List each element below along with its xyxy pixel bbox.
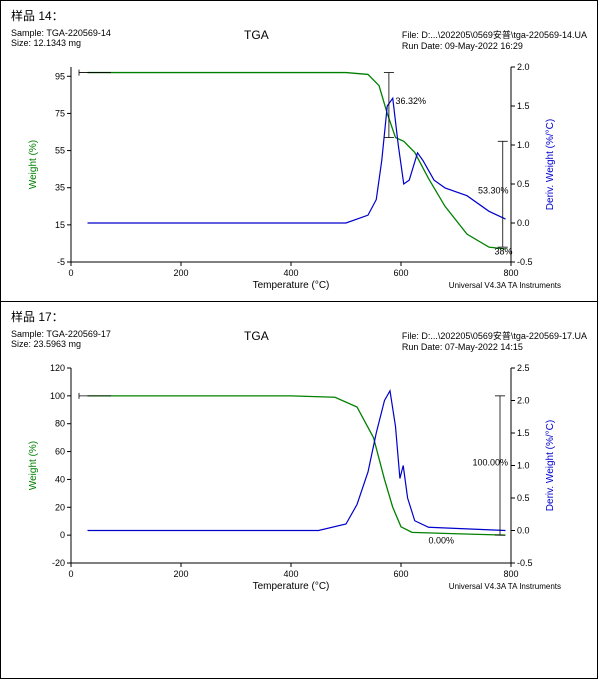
meta-left: Sample: TGA-220569-17Size: 23.5963 mg (11, 329, 111, 352)
y2-tick-label: 0.5 (517, 179, 530, 189)
meta-sample: Sample: TGA-220569-14 (11, 28, 111, 38)
meta-left: Sample: TGA-220569-14Size: 12.1343 mg (11, 28, 111, 51)
y2-axis-label: Deriv. Weight (%/°C) (545, 119, 556, 210)
x-tick-label: 0 (68, 569, 73, 579)
tga-chart: 0 200 400 600 800 Temperature (°C) -5 15 35 55 75 9… (11, 57, 571, 297)
meta-row: Sample: TGA-220569-14Size: 12.1343 mg TGA… (11, 28, 587, 51)
x-tick-label: 800 (503, 268, 518, 278)
annotation-label: 36.32% (396, 96, 427, 106)
y2-tick-label: 1.5 (517, 428, 530, 438)
weight-series (88, 396, 506, 535)
y2-tick-label: 0.0 (517, 218, 530, 228)
y1-tick-label: 60 (55, 447, 65, 457)
y1-tick-label: 100 (50, 391, 65, 401)
y2-axis-label: Deriv. Weight (%/°C) (545, 420, 556, 511)
meta-right: File: D:...\202205\0569安普\tga-220569-17.… (402, 329, 587, 352)
y1-tick-label: 20 (55, 502, 65, 512)
sample-label: 样品 14： (11, 7, 587, 24)
y2-tick-label: 2.5 (517, 363, 530, 373)
meta-right: File: D:...\202205\0569安普\tga-220569-14.… (402, 28, 587, 51)
y1-tick-label: 0 (60, 530, 65, 540)
y1-tick-label: 15 (55, 220, 65, 230)
chart-area: 0 200 400 600 800 Temperature (°C) -5 15 35 55 75 9… (11, 57, 587, 297)
x-tick-label: 0 (68, 268, 73, 278)
x-tick-label: 600 (393, 569, 408, 579)
x-tick-label: 200 (173, 268, 188, 278)
meta-file: File: D:...\202205\0569安普\tga-220569-14.… (402, 28, 587, 41)
x-axis-label: Temperature (°C) (253, 280, 330, 291)
chart-panel: 样品 14： Sample: TGA-220569-14Size: 12.1343… (1, 1, 597, 302)
y2-tick-label: 0.0 (517, 526, 530, 536)
chart-panel: 样品 17： Sample: TGA-220569-17Size: 23.5963… (1, 302, 597, 602)
tga-chart: 0200400600800Temperature (°C)-2002040608… (11, 358, 571, 598)
y2-tick-label: 0.5 (517, 493, 530, 503)
y2-tick-label: -0.5 (517, 558, 533, 568)
annotation-label: 53.30% (478, 185, 509, 195)
y1-tick-label: 75 (55, 108, 65, 118)
annotation-label: 100.00% (473, 458, 509, 468)
meta-size: Size: 23.5963 mg (11, 339, 111, 349)
meta-rundate: Run Date: 09-May-2022 16:29 (402, 41, 587, 51)
sample-label: 样品 17： (11, 308, 587, 325)
chart-title: TGA (244, 329, 269, 352)
x-tick-label: 400 (283, 569, 298, 579)
x-axis-label: Temperature (°C) (253, 581, 330, 592)
y1-tick-label: -5 (57, 257, 65, 267)
y1-tick-label: 40 (55, 474, 65, 484)
chart-area: 0200400600800Temperature (°C)-2002040608… (11, 358, 587, 598)
x-tick-label: 600 (393, 268, 408, 278)
meta-sample: Sample: TGA-220569-17 (11, 329, 111, 339)
y2-tick-label: -0.5 (517, 257, 533, 267)
chart-footer: Universal V4.3A TA Instruments (449, 582, 561, 591)
y1-axis-label: Weight (%) (28, 441, 39, 490)
deriv-series (88, 391, 506, 531)
chart-title: TGA (244, 28, 269, 51)
y1-tick-label: 55 (55, 146, 65, 156)
x-tick-label: 800 (503, 569, 518, 579)
meta-row: Sample: TGA-220569-17Size: 23.5963 mg TGA… (11, 329, 587, 352)
meta-rundate: Run Date: 07-May-2022 14:15 (402, 342, 587, 352)
y1-tick-label: 95 (55, 71, 65, 81)
y1-tick-label: 80 (55, 419, 65, 429)
annotation-label: 0.00% (429, 536, 455, 546)
y2-tick-label: 1.0 (517, 461, 530, 471)
y1-tick-label: -20 (52, 558, 65, 568)
y1-tick-label: 120 (50, 363, 65, 373)
y1-tick-label: 35 (55, 183, 65, 193)
meta-size: Size: 12.1343 mg (11, 38, 111, 48)
y2-tick-label: 2.0 (517, 62, 530, 72)
y2-tick-label: 1.5 (517, 101, 530, 111)
annotation-label: 38% (495, 247, 513, 257)
y1-axis-label: Weight (%) (28, 140, 39, 189)
y2-tick-label: 2.0 (517, 396, 530, 406)
x-tick-label: 200 (173, 569, 188, 579)
y2-tick-label: 1.0 (517, 140, 530, 150)
deriv-series (88, 98, 506, 223)
meta-file: File: D:...\202205\0569安普\tga-220569-17.… (402, 329, 587, 342)
x-tick-label: 400 (283, 268, 298, 278)
chart-footer: Universal V4.3A TA Instruments (449, 281, 561, 290)
